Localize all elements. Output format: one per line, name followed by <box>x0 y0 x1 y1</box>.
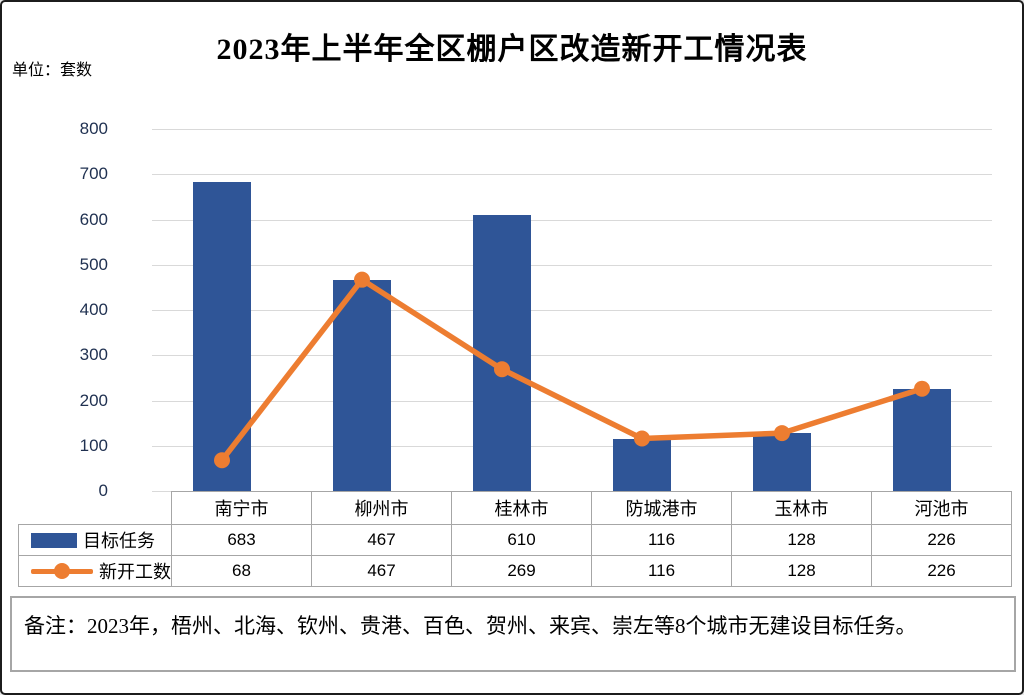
value-cell: 116 <box>591 555 732 587</box>
line-series <box>214 271 930 469</box>
city-header-cell: 柳州市 <box>311 491 452 525</box>
note-text: 备注：2023年，梧州、北海、钦州、贵港、百色、贺州、来宾、崇左等8个城市无建设… <box>24 614 917 638</box>
line-marker-柳州市 <box>354 271 370 288</box>
value-cell: 269 <box>451 555 592 587</box>
plot-area: 0 100 200 300 400 500 600 700 800 <box>80 119 992 500</box>
gridline <box>152 445 992 447</box>
line-marker-南宁市 <box>214 452 230 469</box>
gridline <box>152 129 992 130</box>
y-axis-tick-label: 500 <box>79 254 108 274</box>
y-axis-tick-label: 300 <box>79 345 108 365</box>
started-series-row: 新开工数 68 467 269 116 128 226 <box>18 555 1012 587</box>
line-marker-玉林市 <box>774 425 790 442</box>
value-cell: 68 <box>171 555 312 587</box>
line-marker-河池市 <box>914 380 930 397</box>
city-header-cell: 南宁市 <box>171 491 312 525</box>
legend-cell-target: 目标任务 <box>18 524 172 556</box>
value-cell: 128 <box>731 555 872 587</box>
legend-cell-started: 新开工数 <box>18 555 172 587</box>
gridline <box>152 219 992 221</box>
y-axis-tick-label: 0 <box>98 481 108 500</box>
bar-legend-swatch-icon <box>31 532 77 548</box>
gridline <box>152 355 992 357</box>
y-axis-tick-label: 100 <box>79 435 108 455</box>
bar-柳州市 <box>333 279 391 491</box>
value-cell: 610 <box>451 524 592 556</box>
bar-防城港市 <box>613 438 671 491</box>
value-cell: 467 <box>311 524 452 556</box>
city-header-row: 南宁市 柳州市 桂林市 防城港市 玉林市 河池市 <box>19 491 1012 525</box>
city-header-cell: 防城港市 <box>591 491 732 525</box>
value-cell: 128 <box>731 524 872 556</box>
value-cell: 467 <box>311 555 452 587</box>
city-header-cell: 玉林市 <box>731 491 872 525</box>
city-header-cell: 桂林市 <box>451 491 592 525</box>
value-cell: 116 <box>591 524 732 556</box>
value-cell: 683 <box>171 524 312 556</box>
unit-label: 单位：套数 <box>12 62 93 79</box>
legend-label-target: 目标任务 <box>83 531 155 551</box>
data-table: 南宁市 柳州市 桂林市 防城港市 玉林市 河池市 目标任务 683 467 61… <box>18 491 1012 587</box>
gridline <box>152 310 992 311</box>
gridline <box>152 174 992 176</box>
city-header-cell: 河池市 <box>871 491 1012 525</box>
line-legend-swatch-icon <box>31 563 93 579</box>
gridline <box>152 264 992 266</box>
line-marker-防城港市 <box>634 430 650 447</box>
legend-label-started: 新开工数 <box>99 562 171 582</box>
y-axis-tick-label: 700 <box>79 164 108 184</box>
line-marker-桂林市 <box>494 361 510 378</box>
y-axis-tick-label: 400 <box>79 300 108 319</box>
bar-玉林市 <box>753 433 811 491</box>
bar-桂林市 <box>473 214 531 491</box>
note-box: 备注：2023年，梧州、北海、钦州、贵港、百色、贺州、来宾、崇左等8个城市无建设… <box>10 596 1016 672</box>
table-corner-spacer <box>19 492 172 525</box>
y-axis-tick-label: 600 <box>79 209 108 229</box>
y-axis-tick-label: 800 <box>79 119 108 138</box>
bar-河池市 <box>893 388 951 491</box>
y-axis-tick-label: 200 <box>79 390 108 410</box>
chart-title: 2023年上半年全区棚户区改造新开工情况表 <box>216 33 808 66</box>
target-series-row: 目标任务 683 467 610 116 128 226 <box>18 524 1012 556</box>
value-cell: 226 <box>871 555 1012 587</box>
value-cell: 226 <box>871 524 1012 556</box>
